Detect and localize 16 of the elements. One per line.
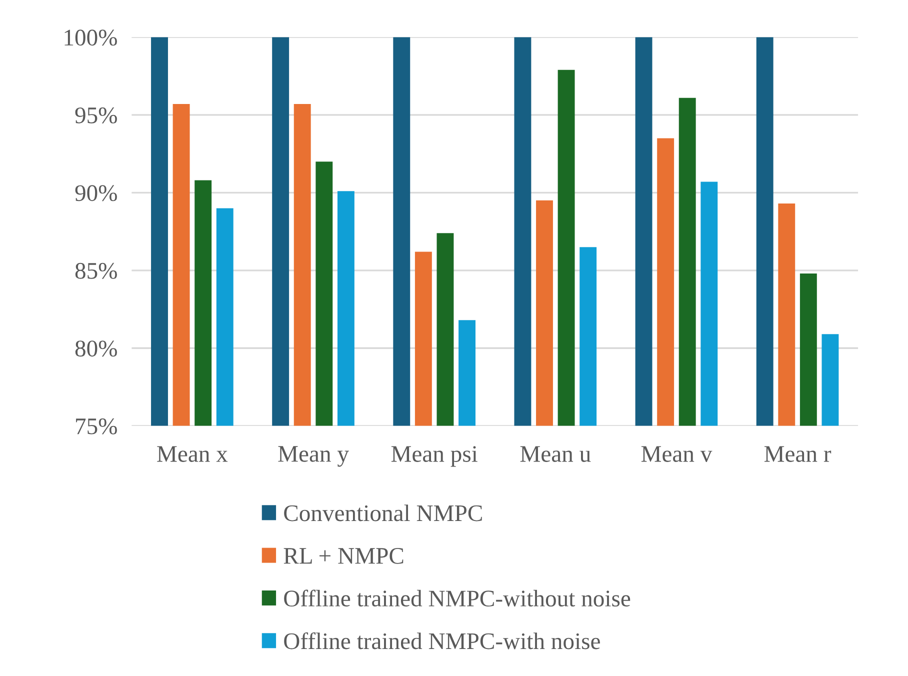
- y-tick-label: 95%: [75, 107, 117, 124]
- legend-label: Offline trained NMPC-without noise: [284, 590, 630, 607]
- legend-label: RL + NMPC: [284, 548, 404, 564]
- y-tick-label: 75%: [76, 418, 117, 434]
- legend-label: Conventional NMPC: [284, 504, 482, 522]
- x-tick-label: Mean r: [764, 446, 832, 462]
- legend-label: Offline trained NMPC-with noise: [284, 632, 600, 650]
- y-tick-label: 80%: [75, 340, 117, 357]
- x-tick-label: Mean v: [641, 446, 712, 462]
- y-tick-label: 90%: [75, 185, 117, 202]
- x-tick-label: Mean u: [520, 446, 591, 462]
- y-tick-label: 100%: [64, 30, 117, 46]
- x-tick-label: Mean psi: [391, 446, 478, 467]
- x-tick-label: Mean x: [157, 446, 228, 462]
- x-tick-label: Mean y: [278, 446, 349, 467]
- y-tick-label: 85%: [75, 262, 117, 279]
